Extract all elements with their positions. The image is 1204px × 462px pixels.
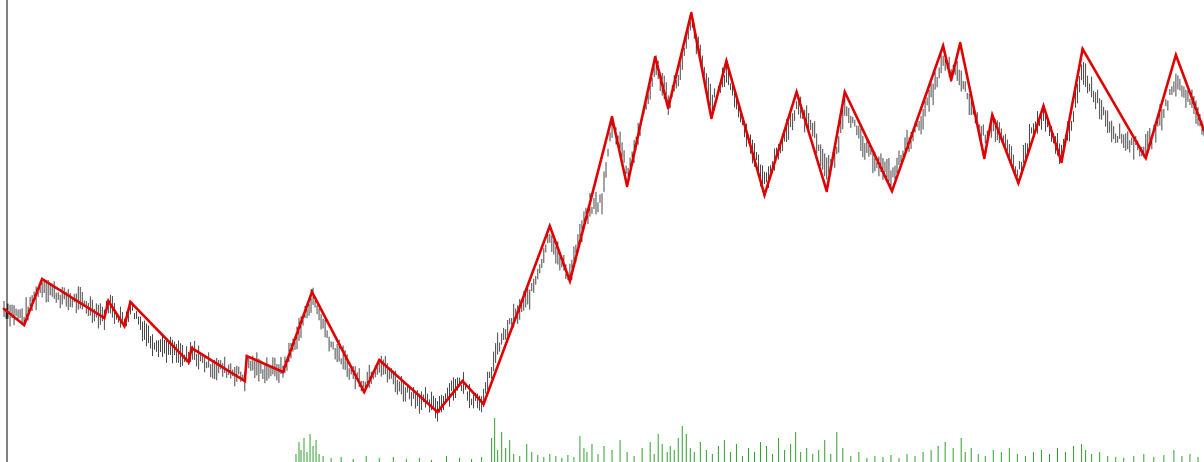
- zigzag-series-line: [2, 12, 1204, 414]
- zigzag-pivot: [129, 300, 132, 304]
- zigzag-pivot: [949, 78, 953, 82]
- zigzag-pivot: [941, 44, 945, 48]
- zigzag-pivot: [123, 324, 126, 328]
- zigzag-pivot: [1174, 53, 1178, 57]
- zigzag-pivot: [187, 360, 190, 364]
- zigzag-pivot: [610, 115, 614, 119]
- zigzag-pivot: [482, 402, 485, 406]
- zigzag-pivots-layer: [2, 11, 1178, 414]
- zigzag-pivot: [1042, 104, 1045, 108]
- zigzag-pivot: [568, 279, 572, 283]
- zigzag-pivot: [310, 290, 314, 294]
- zigzag-pivot: [1017, 181, 1020, 185]
- zigzag-pivot: [107, 299, 110, 303]
- zigzag-pivot: [22, 323, 26, 327]
- zigzag-pivot: [461, 379, 464, 383]
- zigzag-pivot: [625, 184, 629, 188]
- zigzag-pivot: [548, 224, 552, 228]
- zigzag-pivot: [40, 277, 44, 281]
- zigzag-pivot: [725, 59, 728, 63]
- zigzag-pivot: [710, 116, 713, 120]
- zigzag-pivot: [245, 354, 249, 358]
- zigzag-pivot: [666, 106, 670, 110]
- zigzag-pivot: [362, 390, 366, 394]
- zigzag-pivot: [377, 358, 381, 362]
- zigzag-pivot: [763, 193, 766, 197]
- price-bars-layer: [3, 16, 1204, 422]
- zigzag-pivot: [843, 90, 847, 94]
- zigzag-pivot: [190, 346, 193, 350]
- zigzag-pivot: [436, 410, 439, 414]
- zigzag-pivot: [795, 90, 798, 94]
- zigzag-pivot: [1081, 47, 1084, 51]
- zigzag-pivot: [103, 316, 106, 320]
- zigzag-pivot: [990, 113, 994, 117]
- zigzag-pivot: [982, 156, 986, 160]
- volume-bars-layer: [295, 418, 1199, 462]
- zigzag-pivot: [1060, 160, 1063, 164]
- zigzag-pivot: [1144, 156, 1148, 160]
- zigzag-pivot: [243, 379, 247, 383]
- zigzag-pivot: [825, 189, 829, 193]
- zigzag-pivot: [281, 370, 285, 374]
- zigzag-pivot: [689, 11, 693, 15]
- zigzag-pivot: [958, 41, 962, 45]
- zigzag-pivot: [2, 307, 6, 311]
- zigzag-pivot: [653, 55, 657, 59]
- zigzag-pivot: [890, 189, 894, 193]
